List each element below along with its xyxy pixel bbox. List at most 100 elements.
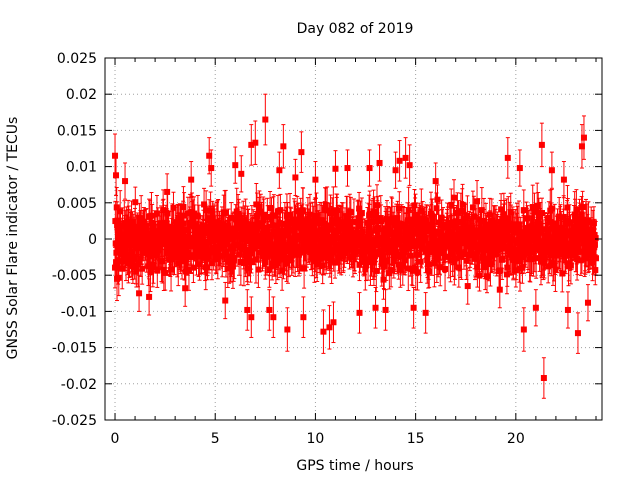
data-point bbox=[283, 260, 290, 267]
data-point bbox=[484, 273, 491, 280]
data-point bbox=[206, 247, 213, 254]
data-point bbox=[215, 219, 222, 226]
data-point bbox=[474, 264, 481, 271]
data-point bbox=[115, 237, 122, 244]
data-point bbox=[245, 221, 252, 228]
data-point bbox=[356, 261, 363, 268]
data-point bbox=[395, 261, 402, 268]
data-point bbox=[417, 241, 424, 248]
data-point bbox=[366, 211, 373, 218]
data-point bbox=[383, 257, 390, 264]
data-point bbox=[131, 254, 138, 261]
data-point bbox=[482, 221, 489, 228]
data-point bbox=[259, 230, 266, 237]
data-point bbox=[125, 260, 132, 267]
data-point bbox=[203, 207, 210, 214]
data-point bbox=[528, 234, 535, 241]
data-point bbox=[356, 205, 363, 212]
data-point bbox=[207, 207, 214, 214]
data-point bbox=[143, 222, 150, 229]
data-point bbox=[499, 256, 506, 263]
data-point bbox=[137, 222, 144, 229]
data-point bbox=[257, 208, 264, 215]
data-point bbox=[389, 215, 396, 222]
data-point bbox=[293, 243, 300, 250]
data-point bbox=[424, 253, 431, 260]
data-point bbox=[330, 207, 337, 214]
data-point bbox=[395, 221, 402, 228]
data-point bbox=[309, 254, 316, 261]
data-point bbox=[242, 252, 249, 259]
data-point bbox=[313, 255, 320, 262]
data-point bbox=[457, 238, 464, 245]
data-point bbox=[358, 210, 365, 217]
data-point bbox=[219, 252, 226, 259]
data-point bbox=[174, 254, 181, 261]
data-point bbox=[316, 252, 323, 259]
data-point bbox=[260, 217, 267, 224]
data-point bbox=[395, 226, 402, 233]
data-point bbox=[269, 222, 276, 229]
data-point bbox=[435, 219, 442, 226]
data-point bbox=[531, 208, 538, 215]
data-point bbox=[410, 220, 417, 227]
data-point bbox=[226, 229, 233, 236]
data-point bbox=[431, 260, 438, 267]
data-point bbox=[386, 270, 393, 277]
data-point bbox=[412, 212, 419, 219]
data-point bbox=[455, 264, 462, 271]
data-point bbox=[287, 211, 294, 218]
data-point bbox=[431, 235, 438, 242]
data-point bbox=[433, 245, 440, 252]
data-point bbox=[324, 207, 331, 214]
data-point bbox=[312, 216, 319, 223]
data-point bbox=[284, 218, 291, 225]
data-point bbox=[128, 218, 135, 225]
data-point bbox=[146, 253, 153, 260]
data-series bbox=[112, 93, 599, 399]
data-point bbox=[535, 213, 542, 220]
data-point bbox=[214, 253, 221, 260]
data-point bbox=[246, 238, 253, 245]
data-point bbox=[435, 254, 442, 261]
data-point bbox=[240, 259, 247, 266]
data-point bbox=[208, 260, 215, 267]
data-point bbox=[519, 264, 526, 271]
data-point bbox=[295, 216, 302, 223]
data-point bbox=[434, 196, 441, 203]
data-point bbox=[190, 264, 197, 271]
data-point bbox=[231, 255, 238, 262]
data-point bbox=[486, 240, 493, 247]
data-point bbox=[388, 267, 395, 274]
data-point bbox=[528, 256, 535, 263]
data-point bbox=[411, 202, 418, 209]
data-point bbox=[138, 244, 145, 251]
data-point bbox=[301, 265, 308, 272]
data-point bbox=[256, 203, 263, 210]
data-point bbox=[246, 250, 253, 257]
data-point bbox=[344, 215, 351, 222]
data-point bbox=[396, 205, 403, 212]
data-point bbox=[378, 218, 385, 225]
data-point bbox=[334, 207, 341, 214]
data-point bbox=[379, 257, 386, 264]
data-point bbox=[133, 268, 140, 275]
data-point bbox=[137, 255, 144, 262]
data-point bbox=[260, 211, 267, 218]
data-point bbox=[451, 194, 458, 201]
data-point bbox=[153, 210, 160, 217]
data-point bbox=[478, 207, 485, 214]
data-point bbox=[476, 233, 483, 240]
data-point bbox=[119, 265, 126, 272]
data-point bbox=[277, 207, 284, 214]
data-point bbox=[475, 216, 482, 223]
data-point bbox=[408, 234, 415, 241]
data-point bbox=[326, 222, 333, 229]
data-point bbox=[399, 261, 406, 268]
data-point bbox=[520, 207, 527, 214]
data-point bbox=[539, 210, 546, 217]
data-point bbox=[442, 266, 449, 273]
data-point bbox=[487, 261, 494, 268]
data-point bbox=[414, 251, 421, 258]
